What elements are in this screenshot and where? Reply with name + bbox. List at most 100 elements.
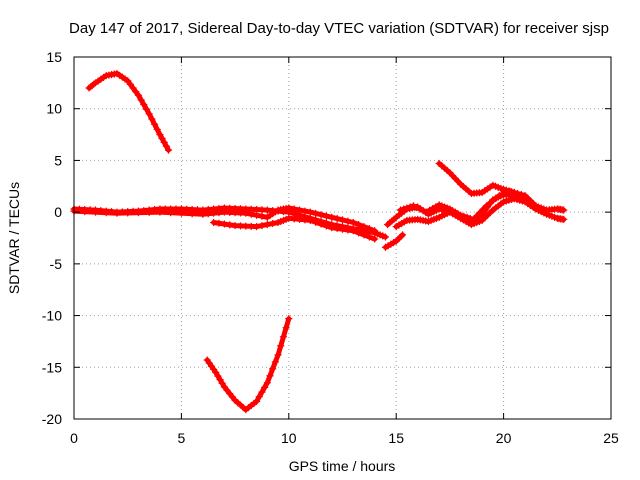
data-point [113, 209, 121, 217]
x-tick-label: 25 [603, 430, 619, 446]
data-point [134, 91, 143, 99]
data-point [479, 205, 487, 213]
data-point [371, 235, 379, 243]
data-point [432, 214, 441, 222]
data-point [460, 212, 468, 220]
data-point [153, 125, 161, 134]
y-tick-label: -5 [50, 256, 63, 272]
data-point [379, 232, 387, 240]
data-point [252, 211, 261, 219]
data-point [448, 172, 457, 180]
data-point [406, 203, 414, 211]
data-point [328, 213, 336, 221]
data-point [475, 217, 484, 226]
data-point [354, 229, 363, 237]
data-point [476, 209, 484, 217]
data-point [312, 218, 320, 226]
data-point [228, 393, 237, 401]
data-point [150, 120, 159, 128]
data-point [279, 216, 288, 225]
y-tick-labels: -20 -15 -10 -5 0 5 10 15 [42, 49, 62, 427]
x-tick-labels: 0 5 10 15 20 25 [70, 430, 619, 446]
y-tick-label: 10 [46, 101, 62, 117]
data-point [279, 333, 288, 341]
data-point [209, 218, 218, 227]
data-point [473, 212, 481, 220]
data-point [473, 218, 481, 227]
data-point [427, 216, 435, 225]
data-point [145, 208, 153, 217]
data-point [223, 386, 231, 394]
data-point [140, 100, 148, 109]
y-tick-label: -15 [42, 359, 62, 375]
data-point [328, 224, 336, 232]
data-point [381, 233, 390, 241]
data-point [540, 205, 548, 213]
axis-ticks [73, 56, 612, 420]
data-point [489, 181, 497, 189]
data-point [333, 214, 341, 223]
data-point [560, 206, 568, 214]
data-point [435, 201, 443, 209]
data-point [126, 80, 135, 89]
data-point [446, 169, 454, 177]
x-tick-label: 0 [70, 430, 78, 446]
data-point [306, 216, 314, 225]
data-point [376, 231, 384, 239]
data-point [142, 105, 151, 113]
data-point [277, 217, 285, 226]
y-tick-label: 5 [54, 152, 62, 168]
data-point [282, 215, 290, 224]
data-point [274, 218, 282, 227]
data-point [508, 188, 516, 196]
data-point [134, 209, 143, 217]
data-point [454, 177, 462, 186]
series-track-2 [70, 204, 379, 235]
data-point [403, 204, 411, 212]
x-axis-label: GPS time / hours [289, 458, 396, 474]
data-point [160, 138, 168, 146]
data-point [306, 208, 314, 216]
data-point [494, 183, 502, 191]
series-track-7 [396, 187, 568, 224]
y-tick-label: -10 [42, 308, 62, 324]
data-point [360, 222, 368, 231]
data-point [443, 204, 451, 212]
data-point [274, 351, 282, 359]
data-point [317, 220, 325, 228]
series-track-3 [209, 214, 379, 243]
series-arc-low [203, 315, 293, 414]
y-tick-label: -20 [42, 411, 62, 427]
data-point [537, 204, 545, 212]
series-group [70, 69, 568, 414]
data-point [162, 142, 171, 150]
data-point [263, 220, 271, 229]
data-point [285, 315, 293, 323]
data-point [285, 204, 293, 212]
data-point [322, 212, 331, 220]
y-tick-label: 15 [46, 49, 62, 65]
data-point [491, 182, 500, 190]
data-point [338, 225, 347, 233]
data-point [255, 393, 263, 401]
data-point [290, 205, 298, 213]
data-point [499, 185, 508, 194]
data-point [91, 208, 100, 216]
x-tick-label: 5 [178, 430, 186, 446]
series-arc-high [85, 69, 173, 154]
data-point [354, 220, 363, 229]
data-point [317, 211, 325, 219]
data-point [177, 209, 186, 217]
data-point [295, 206, 304, 214]
data-point [258, 388, 266, 396]
data-point [338, 216, 347, 224]
data-point [269, 365, 277, 373]
data-point [505, 196, 513, 204]
data-point [510, 195, 518, 203]
plot-frame [73, 56, 612, 420]
data-point [466, 214, 474, 222]
data-point [226, 390, 234, 398]
data-point [220, 220, 229, 228]
x-tick-label: 15 [388, 430, 404, 446]
